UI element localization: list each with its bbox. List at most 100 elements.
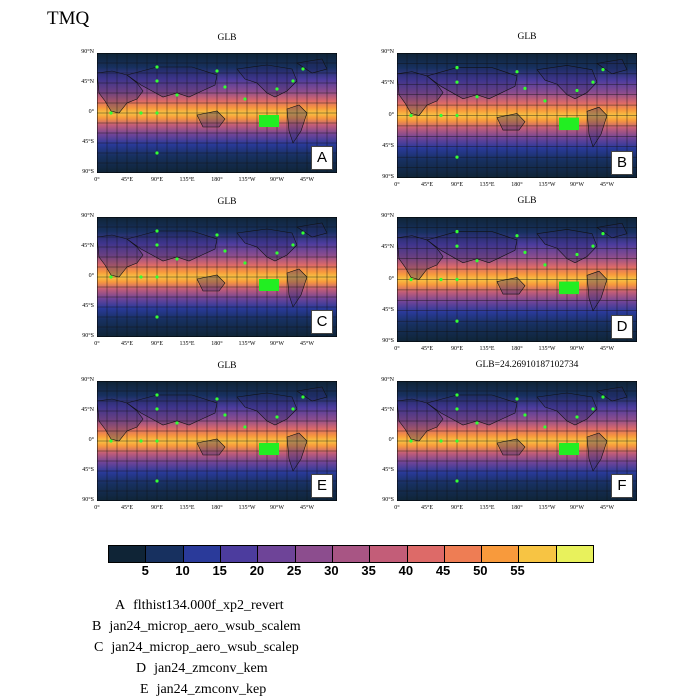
lon-label: 45°W xyxy=(599,505,615,511)
panel-letter: F xyxy=(611,474,633,498)
lon-label: 180° xyxy=(211,341,223,347)
site-marker xyxy=(301,231,305,235)
colorbar-label: 15 xyxy=(212,563,227,578)
map-panel-e: GLB 90°N 45°N 0° 45°S 90°S 0° 45°E 90°E 135°E 180°… xyxy=(81,361,357,531)
site-marker xyxy=(243,425,247,429)
lon-label: 135°W xyxy=(238,177,256,183)
lon-label: 45°W xyxy=(599,346,615,352)
lon-label: 45°E xyxy=(120,177,134,183)
lon-label: 135°E xyxy=(479,182,495,188)
colorbar-label: 25 xyxy=(286,563,302,578)
continent-outline xyxy=(126,394,218,426)
site-marker xyxy=(439,113,443,118)
lat-label: 45°N xyxy=(381,80,394,87)
site-marker xyxy=(275,415,279,419)
site-marker xyxy=(155,407,159,411)
highlight-region xyxy=(259,115,279,127)
legend-letter: D xyxy=(136,661,147,676)
colorbar xyxy=(108,545,594,563)
lat-label: 90°N xyxy=(81,377,94,383)
lat-label: 90°S xyxy=(382,497,394,503)
continent-outline xyxy=(397,235,444,280)
map-panel-f: GLB=24.26910187102734 90°N 45°N 0° 45°S 90°S 0… xyxy=(381,360,657,531)
legend-text: jan24_microp_aero_wsub_scalep xyxy=(111,640,299,655)
colorbar-swatch xyxy=(332,546,371,562)
map-panel-d: GLB 90°N 45°N 0° 45°S 90°S 0° 45°E 90°E 135°E 180°… xyxy=(381,196,657,367)
colorbar-label: 20 xyxy=(249,563,265,578)
lon-label: 90°E xyxy=(450,182,464,188)
site-marker xyxy=(455,439,459,443)
site-marker xyxy=(155,479,159,483)
lon-label: 45°E xyxy=(420,505,434,511)
lon-label: 135°W xyxy=(538,346,556,352)
highlight-region xyxy=(559,443,579,455)
colorbar-swatch xyxy=(370,546,408,562)
lat-label: 90°N xyxy=(81,49,94,55)
lon-label: 180° xyxy=(511,346,523,352)
site-marker xyxy=(155,229,159,233)
site-marker xyxy=(575,415,579,419)
lat-label: 90°S xyxy=(382,174,394,180)
site-marker xyxy=(591,407,595,411)
lon-label: 180° xyxy=(211,505,223,511)
lon-label: 90°E xyxy=(150,177,164,183)
colorbar-swatch xyxy=(220,546,259,562)
lat-label: 90°S xyxy=(82,169,94,175)
colorbar-swatch xyxy=(295,546,333,562)
site-marker xyxy=(155,315,159,319)
colorbar-swatch xyxy=(183,546,221,562)
site-marker xyxy=(155,111,159,115)
lon-label: 135°E xyxy=(479,346,495,352)
site-marker xyxy=(455,113,459,118)
colorbar-swatch xyxy=(444,546,483,562)
panel-title: GLB xyxy=(217,33,237,43)
site-marker xyxy=(475,421,479,425)
site-marker xyxy=(455,229,459,234)
lon-label: 90°E xyxy=(450,346,464,352)
legend-letter: C xyxy=(94,640,104,655)
lon-label: 135°W xyxy=(538,182,556,188)
site-marker xyxy=(155,243,159,247)
site-marker xyxy=(155,439,159,443)
lon-label: 90°E xyxy=(150,341,164,347)
lat-label: 45°N xyxy=(81,243,94,249)
colorbar-label: 55 xyxy=(510,563,525,578)
site-marker xyxy=(155,275,159,279)
site-marker xyxy=(301,395,305,399)
site-marker xyxy=(409,439,413,443)
site-marker xyxy=(455,479,459,483)
site-marker xyxy=(591,80,595,84)
lat-label: 90°S xyxy=(82,333,94,339)
highlight-region xyxy=(259,279,279,291)
lon-label: 90°W xyxy=(269,505,285,511)
site-marker xyxy=(215,233,219,237)
site-marker xyxy=(109,439,113,443)
colorbar-swatch xyxy=(519,546,557,562)
continent-outline xyxy=(426,67,518,100)
lon-label: 135°W xyxy=(238,341,256,347)
lon-label: 45°E xyxy=(420,182,434,188)
lat-label: 90°N xyxy=(381,213,394,219)
site-marker xyxy=(215,397,219,401)
site-marker xyxy=(515,70,519,74)
lat-label: 0° xyxy=(88,273,94,279)
lon-label: 135°W xyxy=(538,505,556,511)
colorbar-label: 10 xyxy=(175,563,190,578)
site-marker xyxy=(215,69,219,73)
site-marker xyxy=(223,85,227,89)
panel-letter: A xyxy=(311,146,333,170)
continent-outline xyxy=(97,234,144,278)
panel-letter: B xyxy=(611,151,633,175)
legend-text: flthist134.000f_xp2_revert xyxy=(133,598,284,613)
lon-label: 135°E xyxy=(179,505,195,511)
lat-label: 90°S xyxy=(82,497,94,503)
highlight-region xyxy=(559,117,579,131)
site-marker xyxy=(439,277,443,282)
panel-letter: E xyxy=(311,474,333,498)
site-marker xyxy=(455,244,459,248)
site-marker xyxy=(455,393,459,397)
lat-label: 45°S xyxy=(382,306,394,313)
legend-letter: B xyxy=(92,619,102,634)
